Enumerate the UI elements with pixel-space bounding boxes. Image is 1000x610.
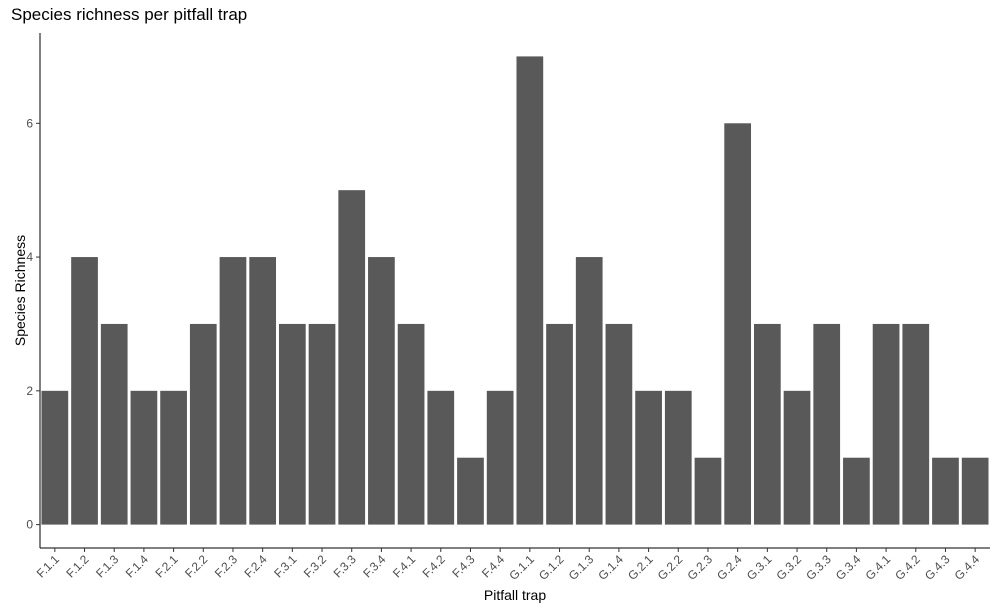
x-tick-label: F.1.2	[63, 552, 92, 581]
bar-G.4.1	[872, 323, 900, 525]
x-tick-label: G.2.1	[625, 552, 656, 583]
x-tick-label: F.2.3	[212, 552, 241, 581]
bar-F.3.1	[278, 323, 306, 525]
x-tick-label: F.3.1	[271, 552, 300, 581]
x-tick-label: F.1.3	[93, 552, 122, 581]
bar-F.2.1	[160, 390, 187, 525]
bar-F.3.2	[308, 323, 336, 525]
x-axis-ticks: F.1.1 F.1.2 F.1.3 F.1.4 F.2.1 F.2.2 F.2.3 F.2.4…	[34, 548, 983, 583]
x-tick-label: G.4.3	[922, 552, 953, 583]
bar-G.2.4	[724, 123, 752, 525]
x-tick-label: G.4.1	[863, 552, 894, 583]
x-tick-label: G.2.3	[684, 552, 715, 583]
x-tick-label: G.3.4	[833, 552, 864, 583]
x-tick-label: G.4.2	[892, 552, 923, 583]
bars-group	[41, 56, 989, 525]
x-tick-label: F.2.1	[152, 552, 181, 581]
bar-F.3.3	[338, 190, 366, 525]
bar-G.3.4	[843, 457, 870, 525]
x-tick-label: G.1.2	[536, 552, 567, 583]
x-tick-label: F.1.1	[34, 552, 63, 581]
x-tick-label: F.4.4	[479, 552, 508, 581]
bar-F.4.4	[486, 390, 514, 525]
x-tick-label: G.3.2	[773, 552, 804, 583]
x-tick-label: G.3.3	[803, 552, 834, 583]
bar-G.1.1	[516, 56, 544, 525]
bar-G.1.3	[575, 257, 603, 525]
x-tick-label: F.2.2	[182, 552, 211, 581]
y-tick-label: 2	[26, 384, 33, 398]
x-tick-label: F.2.4	[241, 552, 270, 581]
bar-F.4.2	[427, 390, 455, 525]
x-tick-label: G.1.4	[595, 552, 626, 583]
x-tick-label: G.4.4	[952, 552, 983, 583]
bar-F.2.4	[249, 257, 277, 525]
x-tick-label: F.1.4	[123, 552, 152, 581]
bar-G.2.2	[664, 390, 692, 525]
y-tick-label: 4	[26, 250, 33, 264]
bar-F.4.1	[397, 323, 425, 525]
bar-F.2.3	[219, 257, 247, 525]
x-tick-label: G.2.2	[655, 552, 686, 583]
bar-G.2.3	[694, 457, 722, 525]
bar-G.2.1	[635, 390, 662, 525]
x-tick-label: G.2.4	[714, 552, 745, 583]
x-tick-label: F.4.1	[390, 552, 419, 581]
x-tick-label: F.4.2	[420, 552, 449, 581]
bar-F.2.2	[189, 323, 217, 525]
chart-title: Species richness per pitfall trap	[11, 5, 248, 24]
y-axis-ticks: 0 2 4 6	[26, 116, 40, 532]
x-axis-title: Pitfall trap	[484, 587, 546, 603]
y-axis-title: Species Richness	[12, 235, 28, 346]
bar-F.1.3	[100, 323, 128, 525]
y-tick-label: 0	[26, 518, 33, 532]
bar-F.3.4	[368, 257, 395, 525]
bar-G.3.3	[813, 323, 841, 525]
x-tick-label: G.3.1	[744, 552, 775, 583]
y-tick-label: 6	[26, 116, 33, 130]
bar-G.1.2	[546, 323, 573, 525]
bar-F.4.3	[457, 457, 484, 525]
bar-G.4.2	[902, 323, 930, 525]
x-tick-label: F.3.4	[360, 552, 389, 581]
bar-G.4.3	[932, 457, 959, 525]
x-tick-label: F.3.2	[301, 552, 330, 581]
x-tick-label: F.3.3	[331, 552, 360, 581]
bar-G.1.4	[605, 323, 633, 525]
bar-G.3.2	[783, 390, 811, 525]
bar-F.1.4	[130, 390, 158, 525]
bar-G.3.1	[753, 323, 781, 525]
x-tick-label: G.1.1	[506, 552, 537, 583]
x-tick-label: G.1.3	[566, 552, 597, 583]
bar-F.1.2	[71, 257, 98, 525]
x-tick-label: F.4.3	[449, 552, 478, 581]
bar-G.4.4	[961, 457, 989, 525]
bar-F.1.1	[41, 390, 69, 525]
